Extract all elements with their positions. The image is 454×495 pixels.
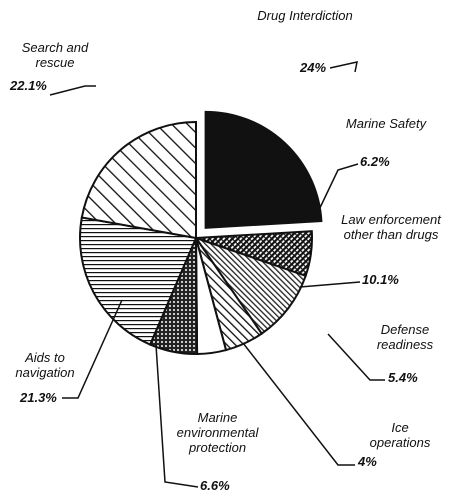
slice-label: Ice operations [369, 420, 431, 450]
leader-line [317, 163, 359, 213]
value-label: 24% [300, 60, 327, 75]
leader-line [155, 344, 199, 488]
slice-label: Aids to navigation [15, 350, 75, 380]
pie-slice [193, 236, 307, 336]
slice-label: Search and rescue [21, 40, 89, 70]
leader-line [327, 333, 385, 381]
value-label: 6.6% [200, 478, 230, 493]
value-label: 5.4% [388, 370, 418, 385]
leader-line [242, 342, 355, 466]
leader-line [49, 85, 96, 96]
slice-label: Drug Interdiction [257, 8, 353, 23]
leader-line [62, 299, 123, 399]
leader-line [329, 61, 358, 73]
value-label: 6.2% [360, 154, 390, 169]
value-label: 22.1% [10, 78, 47, 93]
pie-slice [204, 110, 323, 229]
pie-slice [80, 120, 197, 240]
value-label: 4% [358, 454, 377, 469]
slice-label: Marine environmental protection [176, 410, 259, 455]
pie-slice [79, 216, 198, 346]
slice-label: Law enforcement other than drugs [341, 212, 441, 242]
value-label: 21.3% [20, 390, 57, 405]
value-label: 10.1% [362, 272, 399, 287]
slice-label: Defense readiness [376, 322, 434, 352]
leader-line [299, 281, 361, 288]
slice-label: Marine Safety [345, 116, 427, 131]
